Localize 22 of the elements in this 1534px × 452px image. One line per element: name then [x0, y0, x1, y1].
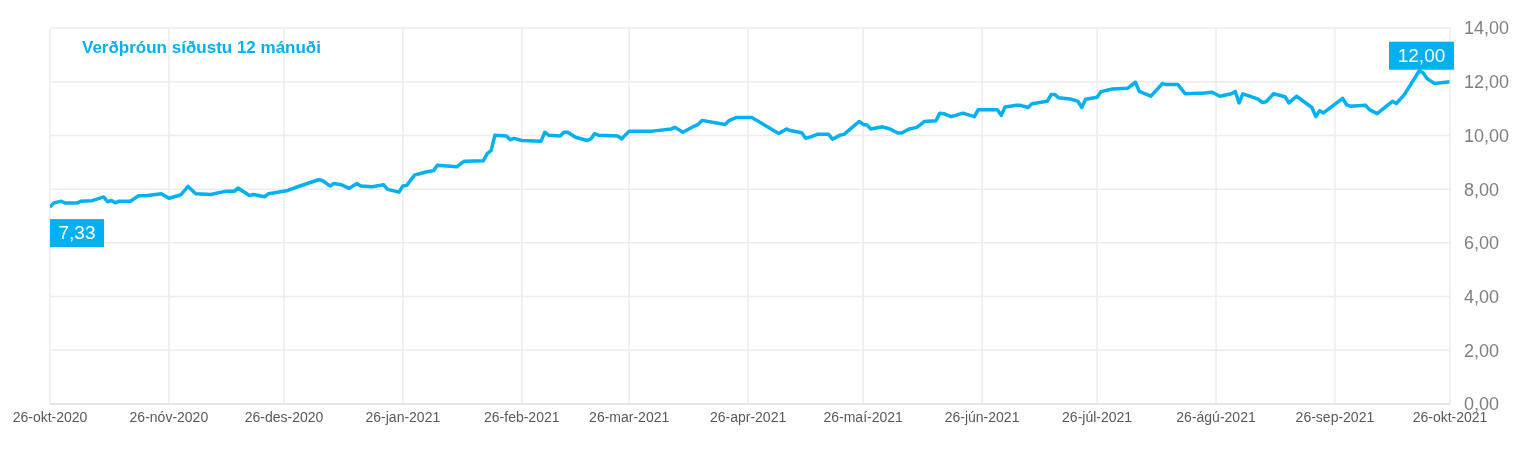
x-tick-label: 26-apr-2021	[709, 408, 787, 425]
y-tick-label: 6,00	[1464, 233, 1500, 254]
x-tick-label: 26-feb-2021	[484, 408, 560, 425]
x-tick-label: 26-sep-2021	[1295, 408, 1375, 425]
annotation: 7,33	[58, 222, 96, 244]
x-tick-label: 26-des-2020	[244, 408, 324, 425]
x-tick-label: 26-júl-2021	[1062, 408, 1133, 425]
y-tick-label: 2,00	[1464, 340, 1500, 361]
x-tick-label: 26-ágú-2021	[1176, 408, 1256, 425]
x-tick-label: 26-jan-2021	[365, 408, 441, 425]
y-tick-label: 4,00	[1464, 286, 1500, 307]
x-tick-label: 26-jún-2021	[944, 408, 1020, 425]
y-tick-label: 14,00	[1464, 18, 1510, 39]
text: Verðþróun síðustu 12 mánuði	[82, 38, 321, 58]
x-tick-label: 26-okt-2020	[12, 408, 88, 425]
x-tick-label: 26-maí-2021	[823, 408, 904, 425]
x-tick-label: 26-mar-2021	[589, 408, 670, 425]
x-tick-label: 26-nóv-2020	[129, 408, 209, 425]
y-tick-label: 8,00	[1464, 179, 1500, 200]
y-tick-label: 12,00	[1464, 72, 1510, 93]
annotation: 12,00	[1397, 44, 1446, 66]
y-tick-label: 10,00	[1464, 125, 1510, 146]
